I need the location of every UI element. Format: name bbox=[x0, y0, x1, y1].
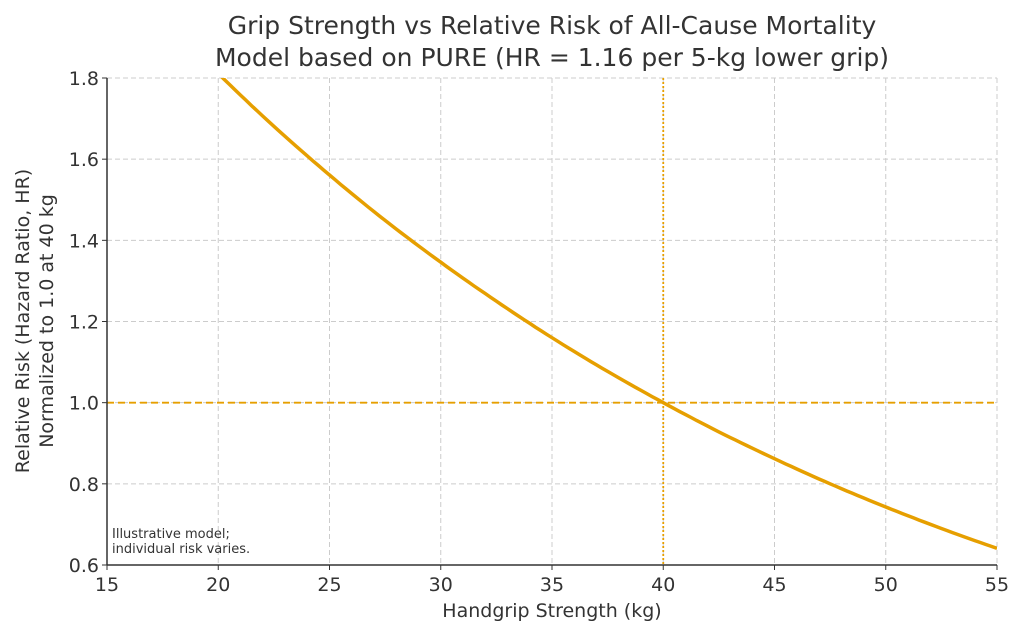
x-tick-label: 40 bbox=[651, 574, 675, 596]
y-tick-label: 1.0 bbox=[69, 393, 99, 415]
grid bbox=[106, 77, 998, 566]
x-tick-label: 15 bbox=[95, 574, 119, 596]
y-tick-label: 1.8 bbox=[69, 68, 99, 90]
reference-lines bbox=[107, 78, 997, 565]
series-line bbox=[220, 78, 997, 551]
x-tick-label: 50 bbox=[874, 574, 898, 596]
x-tick-label: 20 bbox=[206, 574, 230, 596]
y-tick-label: 0.6 bbox=[69, 555, 99, 577]
x-tick-label: 45 bbox=[762, 574, 786, 596]
y-axis-label-line2: Normalized to 1.0 at 40 kg bbox=[36, 194, 58, 448]
y-tick-label: 1.2 bbox=[69, 312, 99, 334]
y-tick-label: 1.4 bbox=[69, 230, 99, 252]
x-tick-label: 30 bbox=[429, 574, 453, 596]
x-tick-label: 55 bbox=[985, 574, 1009, 596]
y-axis-label-line1: Relative Risk (Hazard Ratio, HR) bbox=[12, 169, 34, 473]
chart-title: Grip Strength vs Relative Risk of All-Ca… bbox=[228, 11, 877, 40]
y-tick-label: 0.8 bbox=[69, 474, 99, 496]
annotation-line1: Illustrative model; bbox=[112, 527, 230, 542]
x-tick-label: 35 bbox=[540, 574, 564, 596]
chart-subtitle: Model based on PURE (HR = 1.16 per 5-kg … bbox=[215, 43, 889, 72]
x-axis-label: Handgrip Strength (kg) bbox=[442, 600, 661, 622]
x-tick-label: 25 bbox=[317, 574, 341, 596]
y-tick-label: 1.6 bbox=[69, 149, 99, 171]
annotation-line2: individual risk varies. bbox=[112, 542, 250, 557]
